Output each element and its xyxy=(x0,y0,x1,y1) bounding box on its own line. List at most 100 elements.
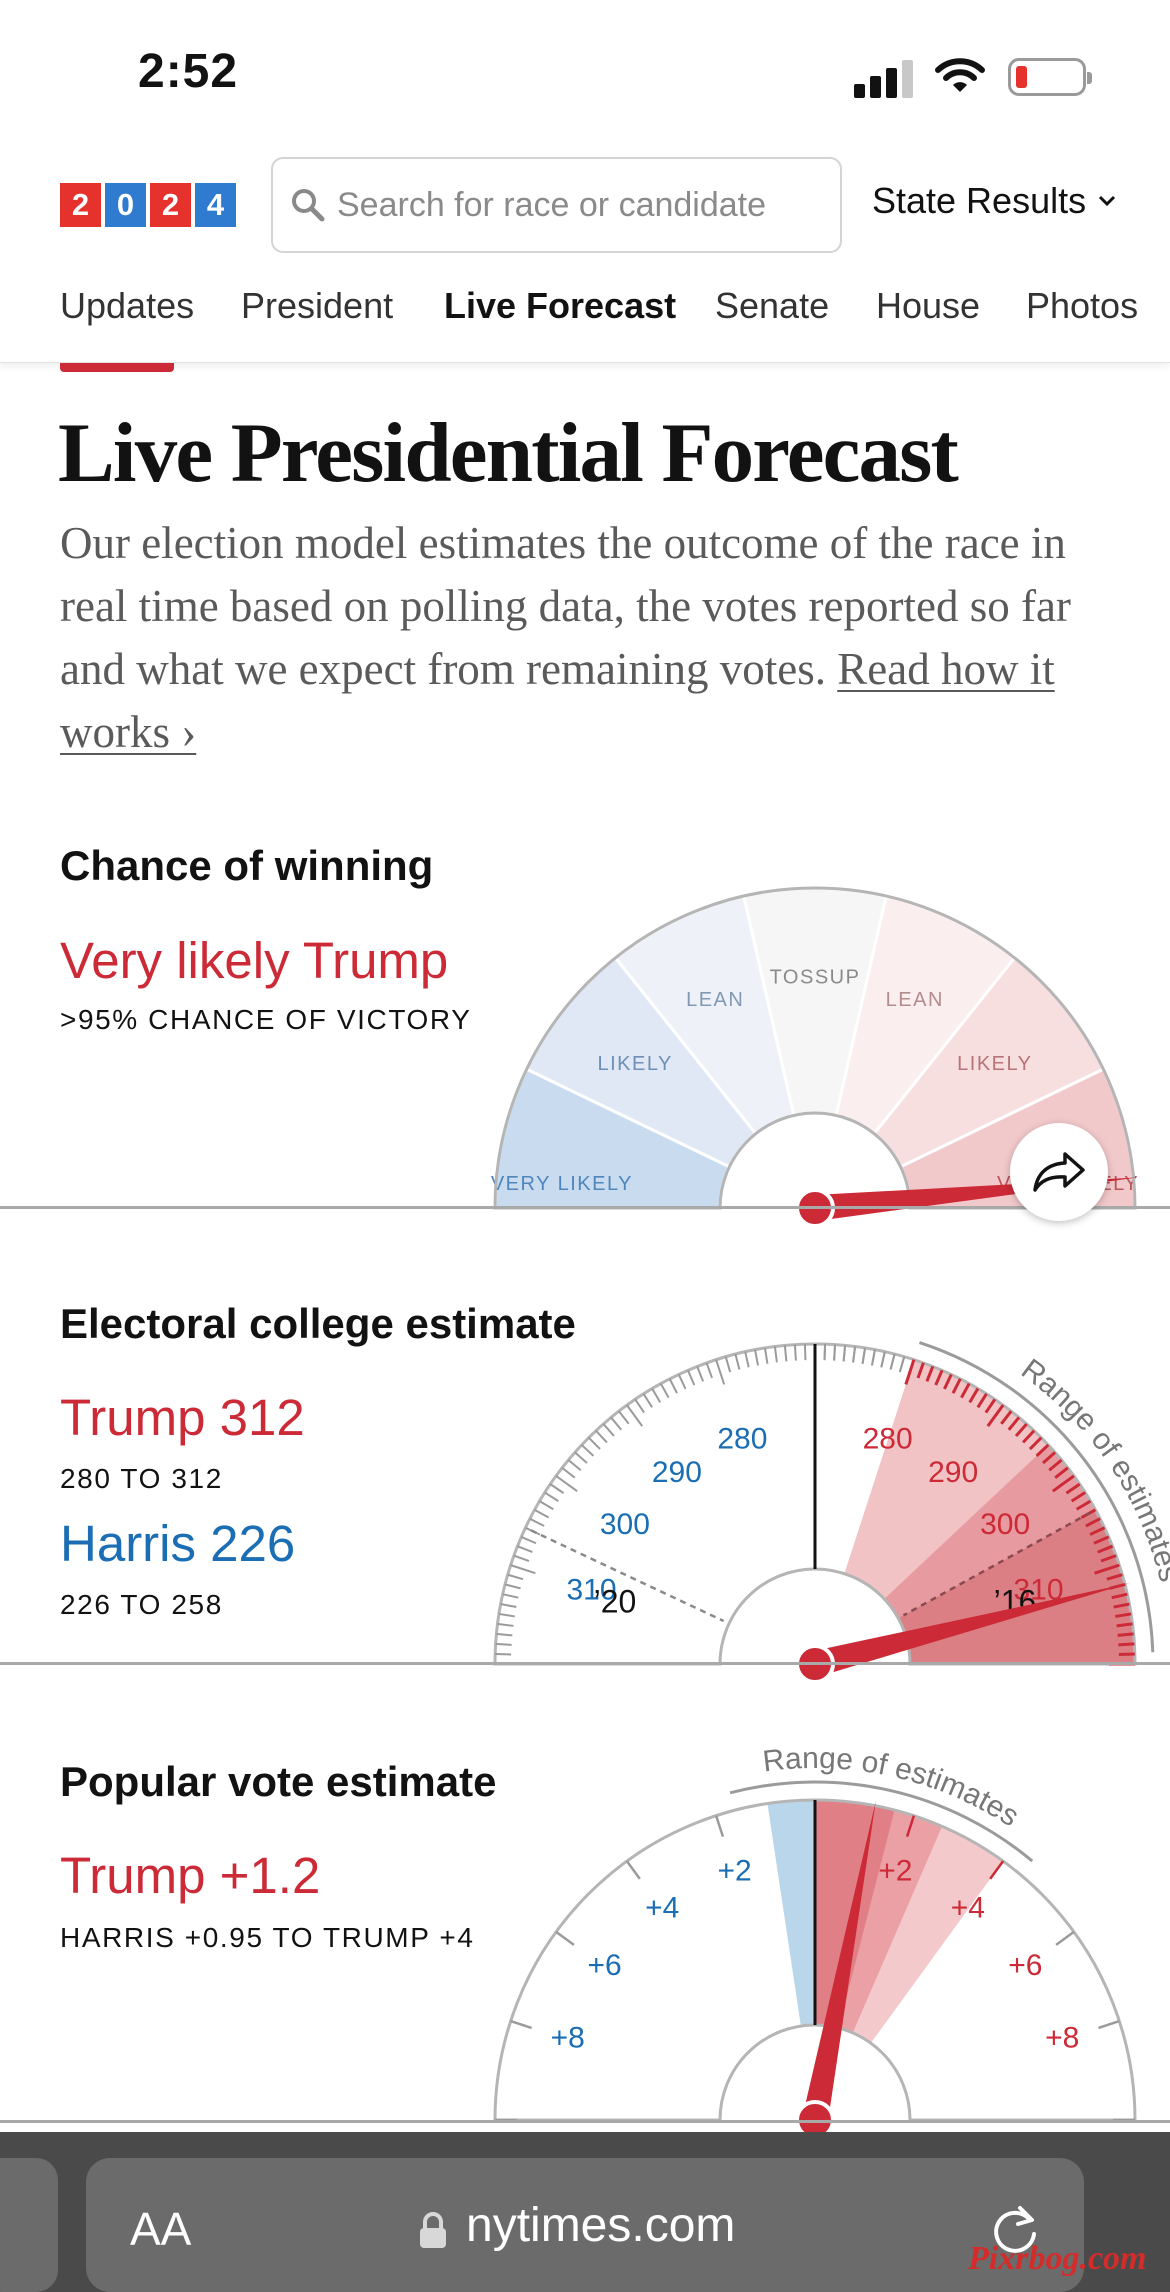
left-tick xyxy=(595,1430,608,1444)
segment-label: LIKELY xyxy=(957,1053,1032,1075)
left-tick xyxy=(567,1459,582,1471)
reader-settings-button[interactable]: AA xyxy=(130,2203,192,2255)
share-button[interactable] xyxy=(1010,1123,1108,1221)
right-tick xyxy=(1075,1499,1092,1511)
left-tick xyxy=(773,1346,778,1363)
left-tick xyxy=(803,1344,807,1361)
read-how-it-works-link[interactable]: Read how it works › xyxy=(60,644,1055,757)
active-tab-indicator xyxy=(60,363,174,372)
logo-digit: 4 xyxy=(195,183,236,227)
election-2024-logo[interactable]: 2 0 2 4 xyxy=(60,183,236,227)
left-tick xyxy=(534,1508,550,1519)
left-tick xyxy=(496,1632,513,1637)
tick xyxy=(625,1860,641,1880)
gauge-outline xyxy=(493,1798,1137,2122)
right-tick xyxy=(1042,1451,1057,1465)
logo-digit: 2 xyxy=(60,183,101,227)
right-tick-label: 290 xyxy=(928,1456,978,1489)
right-tick xyxy=(1093,1535,1110,1545)
right-tick xyxy=(968,1387,980,1404)
tab-photos[interactable]: Photos xyxy=(1026,285,1139,326)
left-tick xyxy=(724,1356,732,1373)
left-tick xyxy=(517,1545,533,1554)
left-tick xyxy=(686,1369,696,1386)
range-arc xyxy=(918,1341,1155,1653)
state-results-dropdown[interactable]: State Results xyxy=(872,180,1116,222)
tab-senate[interactable]: Senate xyxy=(715,285,830,326)
baseline xyxy=(0,1206,1170,1209)
right-tick xyxy=(951,1378,962,1394)
chance-of-winning-gauge: VERY LIKELYLIKELYLEANTOSSUPLEANLIKELYVER… xyxy=(491,886,1139,1228)
left-tick xyxy=(734,1353,741,1370)
tab-updates[interactable]: Updates xyxy=(60,285,195,326)
browser-toolbar: AA nytimes.com xyxy=(0,2132,1170,2292)
tick xyxy=(989,1860,1005,1880)
intro-paragraph: Our election model estimates the outcome… xyxy=(60,512,1120,764)
right-tick xyxy=(934,1369,944,1386)
right-tick xyxy=(1054,1466,1069,1479)
popular-needle xyxy=(802,1800,876,2123)
left-tick-label: +6 xyxy=(588,1949,622,1982)
segment-label: LEAN xyxy=(686,989,744,1011)
tab-president[interactable]: President xyxy=(241,285,394,326)
left-tick xyxy=(668,1378,678,1394)
right-tick xyxy=(833,1344,837,1361)
chevron-down-icon xyxy=(1099,195,1116,207)
intro-text: Our election model estimates the outcome… xyxy=(60,518,1071,694)
left-tick-label: +8 xyxy=(551,2022,585,2055)
harris-electoral-range: 226 TO 258 xyxy=(60,1589,223,1620)
cellular-signal-icon xyxy=(854,58,914,98)
left-tick xyxy=(539,1500,554,1511)
left-tick xyxy=(677,1374,687,1390)
tab-house[interactable]: House xyxy=(876,285,981,326)
watermark: Pixrbog.com xyxy=(968,2240,1147,2277)
right-tick xyxy=(852,1346,857,1363)
left-tick-label: +2 xyxy=(718,1855,752,1888)
left-tick xyxy=(659,1383,670,1399)
right-tick xyxy=(1106,1573,1123,1581)
right-tick-label: 280 xyxy=(863,1422,913,1455)
right-tick-label: +8 xyxy=(1045,2022,1079,2055)
right-tick xyxy=(1111,1592,1128,1600)
chance-subtext: >95% CHANCE OF VICTORY xyxy=(60,1004,472,1035)
logo-digit: 0 xyxy=(105,183,146,227)
segment-label: LIKELY xyxy=(598,1053,673,1075)
left-tick xyxy=(513,1554,530,1562)
right-tick xyxy=(904,1359,916,1385)
left-tick xyxy=(783,1345,788,1362)
tick xyxy=(1098,2019,1120,2030)
right-tick xyxy=(1000,1410,1013,1425)
reload-icon[interactable] xyxy=(990,2204,1040,2256)
tab-live-forecast[interactable]: Live Forecast xyxy=(444,285,677,326)
left-tick xyxy=(642,1393,653,1408)
marker-2020-label: ’20 xyxy=(594,1583,637,1619)
left-tick xyxy=(497,1622,514,1627)
battery-icon xyxy=(1008,58,1092,96)
lock-icon xyxy=(420,2212,446,2248)
left-tick xyxy=(763,1347,769,1364)
url-domain[interactable]: nytimes.com xyxy=(466,2199,736,2252)
trump-electoral-label: Trump 312 xyxy=(60,1389,305,1446)
section-nav: Updates President Live Forecast Senate H… xyxy=(0,265,1170,363)
right-tick xyxy=(880,1351,886,1368)
right-tick xyxy=(960,1382,971,1399)
right-tick-label: +4 xyxy=(951,1892,985,1925)
logo-digit: 2 xyxy=(150,183,191,227)
tick xyxy=(510,2019,532,2030)
right-tick xyxy=(842,1345,847,1362)
search-input[interactable]: Search for race or candidate xyxy=(271,157,842,253)
right-tick-label: +2 xyxy=(878,1855,912,1888)
left-tick xyxy=(574,1451,588,1464)
right-tick xyxy=(1115,1612,1132,1618)
right-tick xyxy=(1118,1642,1135,1647)
address-bar[interactable] xyxy=(86,2158,1084,2292)
left-tick xyxy=(705,1362,713,1379)
right-tick xyxy=(870,1349,876,1366)
electoral-needle xyxy=(811,1583,1130,1677)
right-tick xyxy=(925,1365,935,1382)
right-tick-label: 300 xyxy=(980,1508,1030,1541)
right-tick xyxy=(1065,1482,1081,1495)
tab-switcher-edge[interactable] xyxy=(0,2158,58,2292)
left-tick xyxy=(602,1423,615,1437)
right-tick xyxy=(976,1393,988,1409)
